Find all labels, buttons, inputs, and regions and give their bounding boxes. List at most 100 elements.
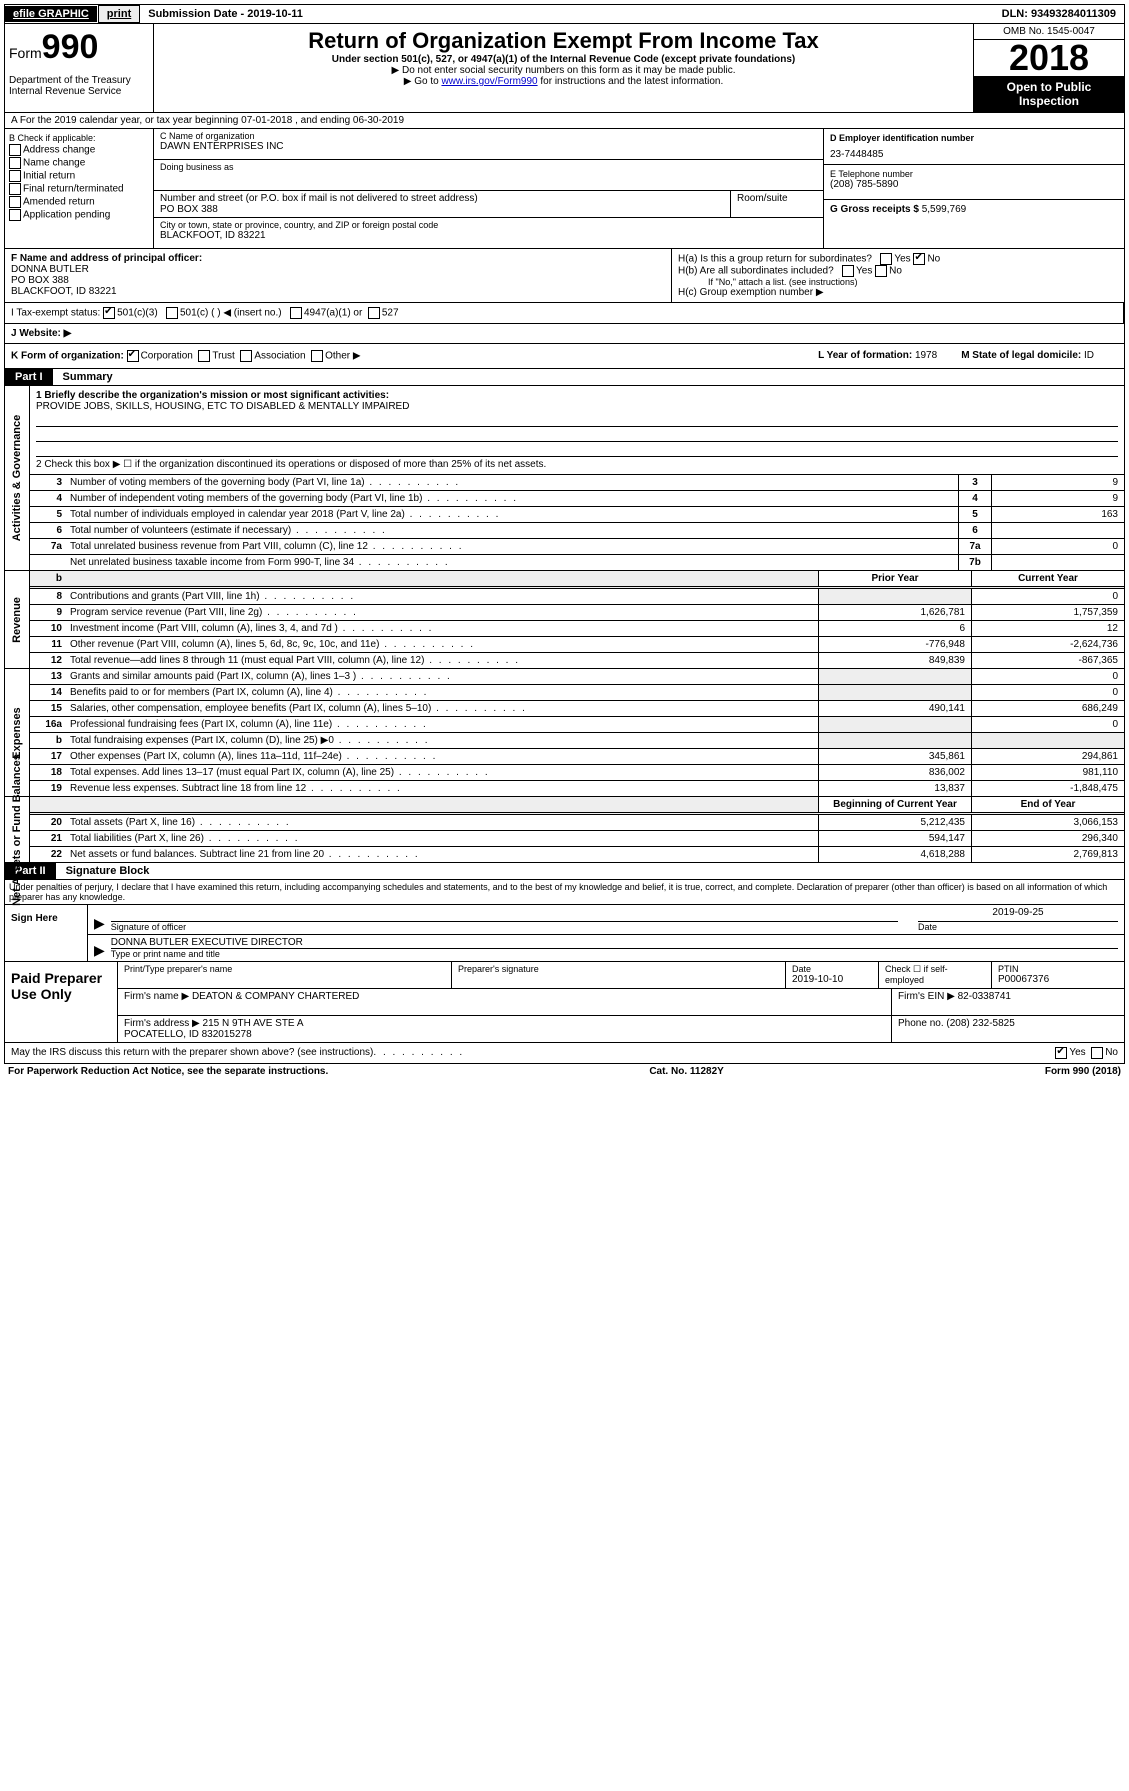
part-ii-title: Signature Block: [56, 863, 160, 879]
firm-ein: 82-0338741: [958, 991, 1011, 1002]
data-line: bTotal fundraising expenses (Part IX, co…: [30, 733, 1124, 749]
check-b-item[interactable]: Initial return: [9, 170, 149, 182]
dept-label: Department of the Treasury Internal Reve…: [9, 75, 149, 97]
prep-date: 2019-10-10: [792, 974, 872, 985]
check-b-title: B Check if applicable:: [9, 133, 149, 143]
col-b: b: [30, 571, 66, 586]
form-org: K Form of organization: Corporation Trus…: [11, 350, 361, 362]
ein-label: D Employer identification number: [830, 133, 1118, 143]
dln: DLN: 93493284011309: [994, 6, 1124, 22]
data-line: 12Total revenue—add lines 8 through 11 (…: [30, 653, 1124, 668]
line-1-label: 1 Briefly describe the organization's mi…: [36, 390, 1118, 401]
part-i-title: Summary: [53, 369, 123, 385]
firm-phone: (208) 232-5825: [946, 1018, 1014, 1029]
gross-value: 5,599,769: [922, 204, 967, 215]
gov-line: 6Total number of volunteers (estimate if…: [30, 523, 1124, 539]
print-button[interactable]: print: [98, 5, 140, 23]
officer-addr1: PO BOX 388: [11, 275, 665, 286]
col-begin: Beginning of Current Year: [818, 797, 971, 812]
topbar: efile GRAPHIC print Submission Date - 20…: [4, 4, 1125, 24]
form-number: Form990: [9, 28, 149, 67]
room-label: Room/suite: [737, 193, 817, 204]
tax-period: A For the 2019 calendar year, or tax yea…: [4, 113, 1125, 129]
discuss-question: May the IRS discuss this return with the…: [11, 1047, 373, 1059]
h-b-note: If "No," attach a list. (see instruction…: [708, 277, 1118, 287]
line-2: 2 Check this box ▶ ☐ if the organization…: [36, 459, 1118, 470]
submission-date: Submission Date - 2019-10-11: [140, 6, 311, 22]
firm-ein-label: Firm's EIN ▶: [898, 991, 955, 1002]
firm-addr-label: Firm's address ▶: [124, 1018, 200, 1029]
tax-status: I Tax-exempt status: 501(c)(3) 501(c) ( …: [5, 303, 1124, 323]
sign-here-label: Sign Here: [5, 905, 88, 961]
org-name: DAWN ENTERPRISES INC: [160, 141, 817, 152]
footer-right: Form 990 (2018): [1045, 1066, 1121, 1077]
data-line: 13Grants and similar amounts paid (Part …: [30, 669, 1124, 685]
firm-name: DEATON & COMPANY CHARTERED: [192, 991, 359, 1002]
ein-value: 23-7448485: [830, 149, 1118, 160]
data-line: 8Contributions and grants (Part VIII, li…: [30, 589, 1124, 605]
officer-print-name: DONNA BUTLER EXECUTIVE DIRECTOR: [111, 937, 1118, 949]
note-ssn: ▶ Do not enter social security numbers o…: [162, 65, 965, 76]
check-b-item[interactable]: Final return/terminated: [9, 183, 149, 195]
side-net: Net Assets or Fund Balances: [11, 754, 23, 906]
sig-date-label: Date: [918, 922, 1118, 932]
check-b-item[interactable]: Name change: [9, 157, 149, 169]
side-expenses: Expenses: [11, 707, 23, 758]
data-line: 9Program service revenue (Part VIII, lin…: [30, 605, 1124, 621]
gross-label: G Gross receipts $: [830, 204, 919, 215]
data-line: 17Other expenses (Part IX, column (A), l…: [30, 749, 1124, 765]
prep-name-hdr: Print/Type preparer's name: [124, 964, 445, 974]
ptin-value: P00067376: [998, 974, 1118, 985]
website: J Website: ▶: [5, 324, 1124, 343]
street-value: PO BOX 388: [160, 204, 724, 215]
self-employed: Check ☐ if self-employed: [879, 962, 992, 988]
paid-preparer-label: Paid Preparer Use Only: [5, 962, 118, 1042]
signature-declaration: Under penalties of perjury, I declare th…: [4, 880, 1125, 905]
note-link: ▶ Go to www.irs.gov/Form990 for instruct…: [162, 76, 965, 87]
data-line: 18Total expenses. Add lines 13–17 (must …: [30, 765, 1124, 781]
officer-label: F Name and address of principal officer:: [11, 253, 665, 264]
data-line: 16aProfessional fundraising fees (Part I…: [30, 717, 1124, 733]
gov-line: Net unrelated business taxable income fr…: [30, 555, 1124, 570]
prep-sig-hdr: Preparer's signature: [458, 964, 779, 974]
phone-value: (208) 785-5890: [830, 179, 1118, 190]
side-governance: Activities & Governance: [11, 415, 23, 542]
check-b-item[interactable]: Address change: [9, 144, 149, 156]
city-label: City or town, state or province, country…: [160, 220, 817, 230]
footer-mid: Cat. No. 11282Y: [649, 1066, 723, 1077]
form-header: Form990 Department of the Treasury Inter…: [4, 24, 1125, 113]
check-b-item[interactable]: Application pending: [9, 209, 149, 221]
prep-date-hdr: Date: [792, 964, 872, 974]
officer-name: DONNA BUTLER: [11, 264, 665, 275]
officer-print-label: Type or print name and title: [111, 949, 1118, 959]
city-value: BLACKFOOT, ID 83221: [160, 230, 817, 241]
data-line: 19Revenue less expenses. Subtract line 1…: [30, 781, 1124, 796]
data-line: 10Investment income (Part VIII, column (…: [30, 621, 1124, 637]
sig-date: 2019-09-25: [918, 907, 1118, 922]
year-formation: L Year of formation: 1978: [818, 350, 937, 362]
arrow-icon: ▶: [94, 915, 105, 932]
efile-link[interactable]: efile GRAPHIC: [5, 6, 98, 22]
footer-left: For Paperwork Reduction Act Notice, see …: [8, 1066, 328, 1077]
data-line: 14Benefits paid to or for members (Part …: [30, 685, 1124, 701]
irs-link[interactable]: www.irs.gov/Form990: [441, 76, 537, 87]
arrow-icon: ▶: [94, 942, 105, 959]
data-line: 11Other revenue (Part VIII, column (A), …: [30, 637, 1124, 653]
col-current: Current Year: [971, 571, 1124, 586]
firm-name-label: Firm's name ▶: [124, 991, 189, 1002]
ptin-hdr: PTIN: [998, 964, 1118, 974]
check-b-item[interactable]: Amended return: [9, 196, 149, 208]
gov-line: 4Number of independent voting members of…: [30, 491, 1124, 507]
data-line: 20Total assets (Part X, line 16)5,212,43…: [30, 815, 1124, 831]
discuss-no: No: [1105, 1047, 1118, 1059]
gov-line: 3Number of voting members of the governi…: [30, 475, 1124, 491]
open-public-badge: Open to Public Inspection: [974, 76, 1124, 112]
check-b: B Check if applicable: Address changeNam…: [5, 129, 154, 248]
form-title: Return of Organization Exempt From Incom…: [162, 28, 965, 54]
officer-addr2: BLACKFOOT, ID 83221: [11, 286, 665, 297]
gov-line: 7aTotal unrelated business revenue from …: [30, 539, 1124, 555]
gov-line: 5Total number of individuals employed in…: [30, 507, 1124, 523]
firm-phone-label: Phone no.: [898, 1018, 944, 1029]
dba-label: Doing business as: [160, 162, 817, 172]
data-line: 15Salaries, other compensation, employee…: [30, 701, 1124, 717]
